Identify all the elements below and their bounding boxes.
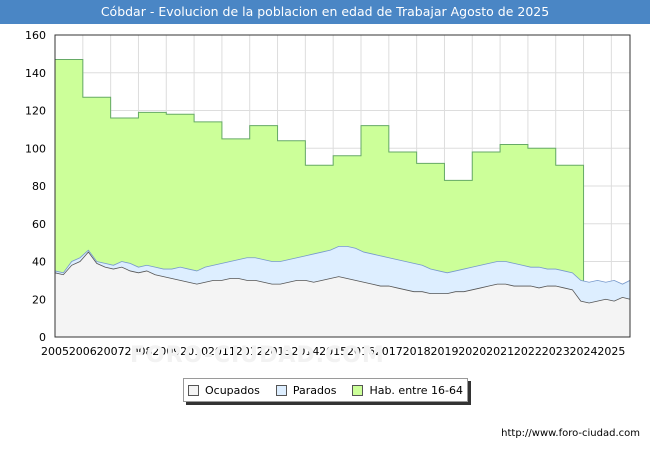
x-tick-label: 2024 [570,345,598,358]
legend-label-ocupados: Ocupados [204,383,260,397]
x-tick-label: 2007 [97,345,125,358]
legend-item-parados: Parados [275,383,337,397]
x-tick-label: 2010 [180,345,208,358]
legend-swatch-ocupados [187,384,199,396]
x-tick-label: 2009 [152,345,180,358]
y-tick-label: 160 [25,29,46,42]
x-tick-label: 2015 [319,345,347,358]
y-tick-label: 140 [25,67,46,80]
x-tick-label: 2008 [124,345,152,358]
x-tick-label: 2021 [486,345,514,358]
plot-border [54,34,631,338]
y-tick-label: 100 [25,142,46,155]
legend-item-hab: Hab. entre 16-64 [352,384,463,397]
y-tick-label: 0 [39,331,46,344]
x-tick-label: 2023 [542,345,570,358]
chart-title: Cóbdar - Evolucion de la poblacion en ed… [0,0,650,24]
area-ocupados [55,252,630,337]
source-url[interactable]: http://www.foro-ciudad.com [501,428,640,439]
legend-label-hab: Hab. entre 16-64 [369,383,463,397]
x-tick-label: 2011 [208,345,236,358]
x-tick-label: 2014 [291,345,319,358]
watermark: FORO-CIUDAD.COM [130,343,385,368]
legend-swatch-hab [352,384,364,396]
x-tick-label: 2018 [403,345,431,358]
x-tick-label: 2022 [514,345,542,358]
x-tick-label: 2017 [375,345,403,358]
legend: Ocupados Parados Hab. entre 16-64 [183,378,468,402]
y-tick-label: 20 [32,293,46,306]
x-tick-label: 2005 [41,345,69,358]
legend-label-parados: Parados [292,383,337,397]
x-tick-label: 2025 [597,345,625,358]
line-ocupados [54,251,631,304]
legend-item-ocupados: Ocupados [187,383,260,397]
x-tick-label: 2006 [69,345,97,358]
y-tick-label: 60 [32,218,46,231]
x-tick-label: 2012 [236,345,264,358]
y-tick-label: 120 [25,105,46,118]
line-parados [54,246,631,285]
y-tick-label: 80 [32,180,46,193]
x-tick-label: 2013 [264,345,292,358]
x-tick-label: 2019 [430,345,458,358]
x-tick-label: 2020 [458,345,486,358]
legend-swatch-parados [275,384,287,396]
x-tick-label: 2016 [347,345,375,358]
y-tick-label: 40 [32,256,46,269]
area-hab-16-64 [54,59,585,338]
